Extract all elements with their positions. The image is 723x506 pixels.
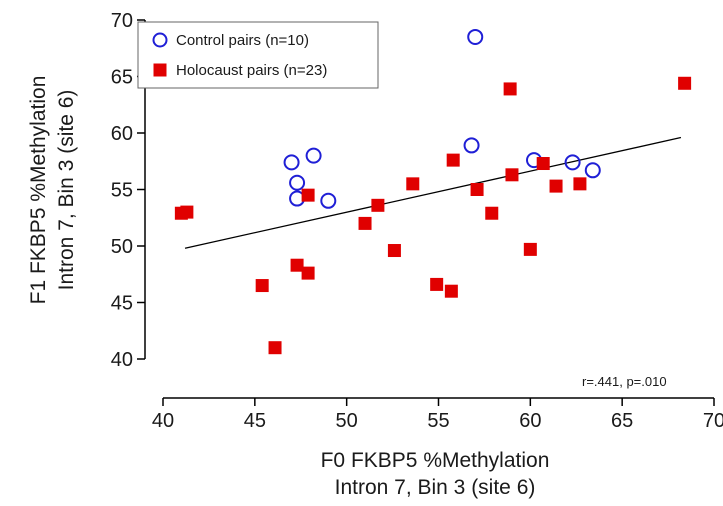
x-tick-label: 70 <box>703 410 723 432</box>
x-tick-label: 40 <box>152 410 174 432</box>
legend: Control pairs (n=10) Holocaust pairs (n=… <box>137 21 379 89</box>
y-axis-label-line1: F1 FKBP5 %Methylation <box>27 76 50 305</box>
holocaust-pair-point <box>387 244 401 258</box>
holocaust-pair-point <box>446 153 460 167</box>
control-pair-point <box>320 192 337 209</box>
y-tick-label: 45 <box>111 293 133 315</box>
legend-marker-holocaust <box>153 63 167 77</box>
x-axis-label-line2: Intron 7, Bin 3 (site 6) <box>335 476 536 499</box>
correlation-annotation: r=.441, p=.010 <box>582 374 667 389</box>
holocaust-pair-point <box>180 205 194 219</box>
x-tick-label: 50 <box>336 410 358 432</box>
holocaust-pair-point <box>444 284 458 298</box>
y-tick-label: 40 <box>111 349 133 371</box>
control-pair-point <box>467 28 484 45</box>
y-tick-label: 55 <box>111 180 133 202</box>
y-tick-label: 70 <box>111 10 133 32</box>
holocaust-pair-point <box>503 82 517 96</box>
holocaust-pair-point <box>523 242 537 256</box>
legend-marker-control <box>152 32 168 48</box>
holocaust-pair-point <box>268 341 282 355</box>
x-tick-label: 45 <box>244 410 266 432</box>
holocaust-pair-point <box>573 177 587 191</box>
control-pair-point <box>564 154 581 171</box>
x-tick-label: 60 <box>519 410 541 432</box>
y-tick-label: 60 <box>111 123 133 145</box>
holocaust-pair-point <box>371 198 385 212</box>
control-pair-point <box>289 174 306 191</box>
holocaust-pair-point <box>430 277 444 291</box>
holocaust-pair-point <box>678 76 692 90</box>
legend-label-holocaust: Holocaust pairs (n=23) <box>176 62 327 79</box>
legend-label-control: Control pairs (n=10) <box>176 32 309 49</box>
control-pair-point <box>283 154 300 171</box>
trendline <box>184 136 682 249</box>
y-tick-label: 50 <box>111 236 133 258</box>
tick-labels: 40 45 50 55 60 65 70 40 45 50 55 60 65 70 <box>111 10 723 432</box>
y-tick-label: 65 <box>111 67 133 89</box>
holocaust-pair-point <box>505 168 519 182</box>
control-pair-point <box>463 137 480 154</box>
holocaust-pair-point <box>255 279 269 293</box>
holocaust-pair-point <box>470 183 484 196</box>
x-tick-label: 65 <box>611 410 633 432</box>
holocaust-pair-point <box>549 179 563 193</box>
data-points <box>174 28 692 355</box>
control-pair-point <box>584 162 601 179</box>
axes <box>137 19 715 406</box>
holocaust-pair-point <box>301 266 315 280</box>
holocaust-pair-point <box>301 188 315 202</box>
control-pair-point <box>305 147 322 164</box>
x-tick-label: 55 <box>427 410 449 432</box>
x-axis-label-line1: F0 FKBP5 %Methylation <box>321 449 550 472</box>
holocaust-pair-point <box>485 206 499 220</box>
legend-box <box>137 21 379 89</box>
holocaust-pair-point <box>358 216 372 230</box>
holocaust-pair-point <box>290 258 304 272</box>
holocaust-pair-point <box>406 177 420 191</box>
y-axis-label-line2: Intron 7, Bin 3 (site 6) <box>55 90 78 291</box>
holocaust-pair-point <box>536 157 550 171</box>
regression-line <box>184 136 682 249</box>
